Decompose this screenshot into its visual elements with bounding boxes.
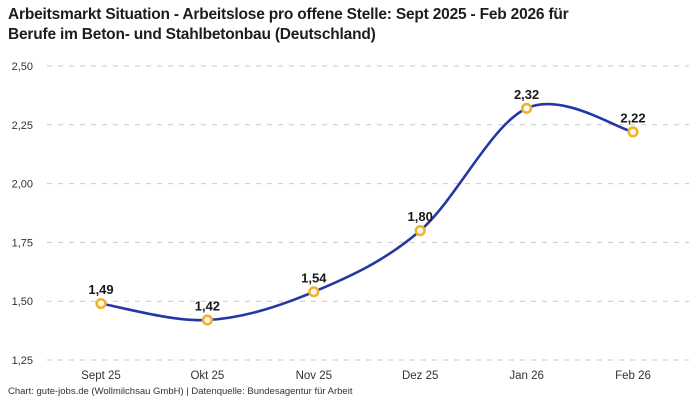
data-point-label: 1,49 xyxy=(88,282,113,297)
data-point-marker xyxy=(520,102,533,114)
gridlines xyxy=(47,65,689,361)
data-point-marker xyxy=(201,314,213,326)
chart-title-line-2: Berufe im Beton- und Stahlbetonbau (Deut… xyxy=(8,25,376,43)
data-point-marker xyxy=(627,126,639,138)
y-axis-tick-labels: 2,50 2,25 2,00 1,75 1,50 1,25 xyxy=(12,61,33,367)
y-tick-label: 2,25 xyxy=(12,120,33,132)
chart-title: Arbeitsmarkt Situation - Arbeitslose pro… xyxy=(8,5,692,45)
x-tick-label: Sept 25 xyxy=(81,370,121,382)
x-axis-tick-labels: Sept 25 Okt 25 Nov 25 Dez 25 Jan 26 Feb 26 xyxy=(81,370,651,382)
y-tick-label: 2,00 xyxy=(12,179,33,191)
y-tick-label: 1,50 xyxy=(12,296,33,308)
data-point-label: 2,22 xyxy=(620,110,645,125)
x-tick-label: Nov 25 xyxy=(296,370,332,382)
data-point-labels: 1,49 1,42 1,54 1,80 2,32 2,22 xyxy=(88,87,645,314)
y-tick-label: 1,75 xyxy=(12,237,33,249)
data-point-label: 1,80 xyxy=(408,209,433,224)
trend-line xyxy=(99,102,635,322)
data-point-marker xyxy=(414,225,426,237)
x-tick-label: Feb 26 xyxy=(615,370,651,382)
line-chart: 2,50 2,25 2,00 1,75 1,50 1,25 Sept 25 Okt 25 No… xyxy=(12,61,689,382)
x-tick-label: Dez 25 xyxy=(402,370,438,382)
data-series xyxy=(95,102,639,326)
y-tick-label: 2,50 xyxy=(12,61,33,73)
data-point-label: 2,32 xyxy=(514,87,539,102)
data-point-label: 1,54 xyxy=(301,270,327,285)
chart-credit: Chart: gute-jobs.de (Wollmilchsau GmbH) … xyxy=(8,386,353,397)
chart-title-line-1: Arbeitsmarkt Situation - Arbeitslose pro… xyxy=(8,6,569,23)
data-point-marker xyxy=(95,297,107,310)
data-point-label: 1,42 xyxy=(195,299,220,314)
data-point-marker xyxy=(308,286,320,298)
x-tick-label: Jan 26 xyxy=(509,370,544,382)
x-tick-label: Okt 25 xyxy=(190,370,224,382)
y-tick-label: 1,25 xyxy=(12,355,33,367)
